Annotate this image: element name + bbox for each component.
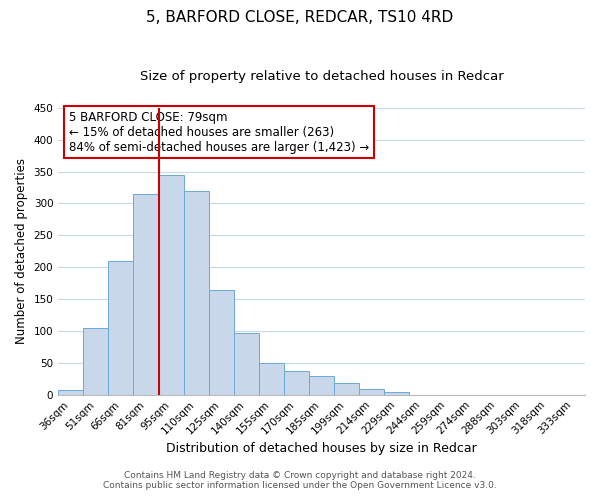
Text: Contains HM Land Registry data © Crown copyright and database right 2024.
Contai: Contains HM Land Registry data © Crown c…: [103, 470, 497, 490]
Y-axis label: Number of detached properties: Number of detached properties: [15, 158, 28, 344]
Bar: [309, 376, 334, 394]
Bar: [133, 194, 158, 394]
Bar: [109, 261, 133, 394]
Bar: [334, 383, 359, 394]
Bar: [83, 328, 109, 394]
Title: Size of property relative to detached houses in Redcar: Size of property relative to detached ho…: [140, 70, 503, 83]
Bar: [184, 190, 209, 394]
Bar: [359, 389, 385, 394]
Bar: [158, 174, 184, 394]
Bar: [259, 363, 284, 394]
Bar: [58, 390, 83, 394]
Bar: [209, 290, 234, 395]
X-axis label: Distribution of detached houses by size in Redcar: Distribution of detached houses by size …: [166, 442, 477, 455]
Bar: [234, 333, 259, 394]
Text: 5 BARFORD CLOSE: 79sqm
← 15% of detached houses are smaller (263)
84% of semi-de: 5 BARFORD CLOSE: 79sqm ← 15% of detached…: [69, 110, 369, 154]
Bar: [284, 371, 309, 394]
Bar: [385, 392, 409, 394]
Text: 5, BARFORD CLOSE, REDCAR, TS10 4RD: 5, BARFORD CLOSE, REDCAR, TS10 4RD: [146, 10, 454, 25]
